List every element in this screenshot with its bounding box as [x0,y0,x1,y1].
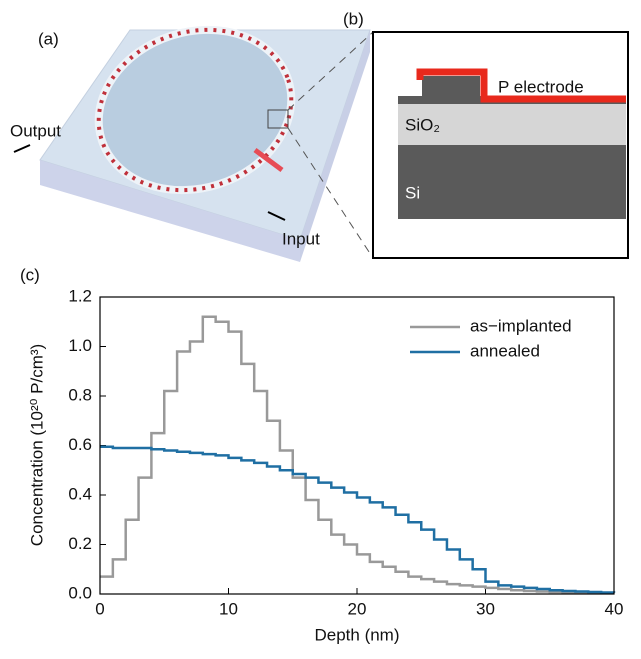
y-tick-label: 0.4 [68,484,92,503]
y-tick-label: 0.6 [68,435,92,454]
series-line [100,445,616,594]
zoom-line [287,31,374,111]
electrode-label: P electrode [498,77,584,96]
x-tick-label: 30 [476,599,495,618]
chip-side [300,30,370,262]
zoom-line [287,127,374,259]
x-tick-label: 20 [348,599,367,618]
oxide-label: SiO₂ [405,115,440,134]
y-tick-label: 1.2 [68,286,92,305]
panel-b: (b) P electrode SiO₂ Si [343,9,629,259]
input-label: Input [282,229,320,248]
electrode [253,147,284,173]
x-tick-label: 40 [605,599,624,618]
y-tick-label: 1.0 [68,336,92,355]
arrow [267,211,286,221]
panel-a: (a) Output Input [10,25,374,262]
si-layer [398,145,626,219]
electrode [416,68,626,103]
panel-c: (c) Depth (nm) Concentration (10²⁰ P/cm³… [20,265,623,644]
legend-label: as−implanted [470,316,572,335]
output-label: Output [10,121,61,140]
panel-label: (a) [38,29,59,48]
rib [422,76,480,104]
oxide-layer [398,104,626,145]
ring-mode [96,27,294,193]
y-tick-label: 0.2 [68,534,92,553]
x-tick-label: 0 [95,599,104,618]
series-line [100,315,614,595]
si-label: Si [405,183,420,202]
arrow [13,144,31,153]
legend-label: annealed [470,341,540,360]
x-axis-label: Depth (nm) [314,625,399,644]
plot-frame [99,296,615,595]
zoom-box [267,109,289,129]
y-tick-label: 0.0 [68,583,92,602]
x-tick-label: 10 [219,599,238,618]
panel-label: (b) [343,9,364,28]
y-tick-label: 0.8 [68,385,92,404]
y-axis-label: Concentration (10²⁰ P/cm³) [27,344,46,546]
chip-side [40,160,300,262]
panel-label: (c) [20,265,40,284]
